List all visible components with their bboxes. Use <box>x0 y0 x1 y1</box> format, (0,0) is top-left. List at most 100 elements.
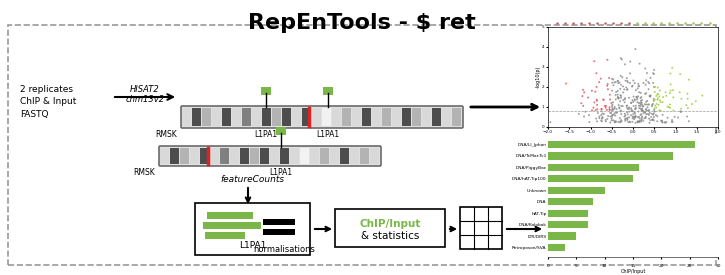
Point <box>607 106 618 110</box>
Point <box>629 81 641 85</box>
Point <box>663 105 674 109</box>
Text: ChIP/Input: ChIP/Input <box>360 219 420 229</box>
Point <box>619 117 631 122</box>
Point <box>640 107 652 112</box>
Point <box>620 113 631 118</box>
Point <box>633 84 645 89</box>
Point <box>647 117 658 122</box>
Point <box>624 115 635 119</box>
Point <box>632 119 644 123</box>
Point <box>633 103 645 108</box>
Text: L1PA1: L1PA1 <box>254 130 278 139</box>
Point <box>579 109 591 114</box>
Point <box>609 106 621 111</box>
Point <box>629 97 640 101</box>
Point <box>636 101 647 105</box>
Point <box>631 95 642 99</box>
Point <box>652 92 663 96</box>
Point <box>627 100 639 104</box>
Point <box>637 119 649 123</box>
Point <box>655 109 666 113</box>
Point <box>668 108 679 112</box>
Point <box>630 121 642 125</box>
Point <box>606 113 618 117</box>
Bar <box>548 210 588 217</box>
Bar <box>370 148 379 164</box>
Point <box>665 82 676 87</box>
Point <box>600 104 612 108</box>
Point <box>629 110 640 114</box>
Point <box>600 119 612 124</box>
Bar <box>360 148 369 164</box>
Point <box>637 109 649 114</box>
Point <box>630 106 642 110</box>
Point <box>650 94 662 98</box>
Point <box>586 89 597 93</box>
Point <box>649 109 660 114</box>
Point <box>664 106 676 110</box>
Point <box>635 96 647 100</box>
Point <box>634 120 645 124</box>
Text: RMSK: RMSK <box>133 168 155 177</box>
Bar <box>350 148 359 164</box>
FancyBboxPatch shape <box>181 106 463 128</box>
Point <box>682 92 693 96</box>
Point <box>609 111 621 115</box>
Point <box>679 21 691 25</box>
Point <box>662 104 674 109</box>
Point <box>629 116 641 120</box>
Point <box>647 21 659 25</box>
Point <box>621 103 633 108</box>
Point <box>632 94 644 98</box>
Point <box>629 115 640 119</box>
Point <box>610 93 621 97</box>
Text: & statistics: & statistics <box>361 231 419 241</box>
Bar <box>231 148 239 164</box>
Point <box>644 121 655 125</box>
Point <box>614 87 626 91</box>
Point <box>588 106 600 110</box>
Point <box>652 97 663 102</box>
Bar <box>203 222 261 229</box>
Point <box>600 118 611 122</box>
Bar <box>341 148 349 164</box>
Point <box>663 21 675 25</box>
Point <box>628 78 639 83</box>
Point <box>631 95 642 99</box>
Point <box>591 21 602 25</box>
Point <box>619 97 631 102</box>
Point <box>651 102 663 106</box>
Point <box>621 110 633 114</box>
Point <box>615 21 626 25</box>
Point <box>605 97 616 102</box>
Point <box>674 90 686 95</box>
Point <box>633 101 645 105</box>
Bar <box>331 148 339 164</box>
Point <box>642 103 654 107</box>
Point <box>607 103 618 107</box>
Bar <box>183 108 191 126</box>
Point <box>610 97 621 101</box>
Point <box>619 100 631 104</box>
Point <box>607 21 618 25</box>
Point <box>628 115 639 120</box>
Text: L1PA1: L1PA1 <box>270 168 293 177</box>
Point <box>652 103 664 107</box>
Point <box>649 106 660 111</box>
Point <box>597 111 608 116</box>
Point <box>640 100 652 104</box>
Point <box>652 119 663 123</box>
Bar <box>460 207 502 249</box>
Point <box>626 84 638 89</box>
Point <box>622 80 634 84</box>
Point <box>637 114 648 119</box>
Point <box>604 108 616 112</box>
Point <box>660 94 672 98</box>
Point <box>622 87 634 92</box>
Point <box>642 112 654 116</box>
Point <box>639 21 651 25</box>
Point <box>645 95 656 99</box>
Point <box>593 80 605 84</box>
Point <box>636 108 647 112</box>
Point <box>682 106 694 110</box>
